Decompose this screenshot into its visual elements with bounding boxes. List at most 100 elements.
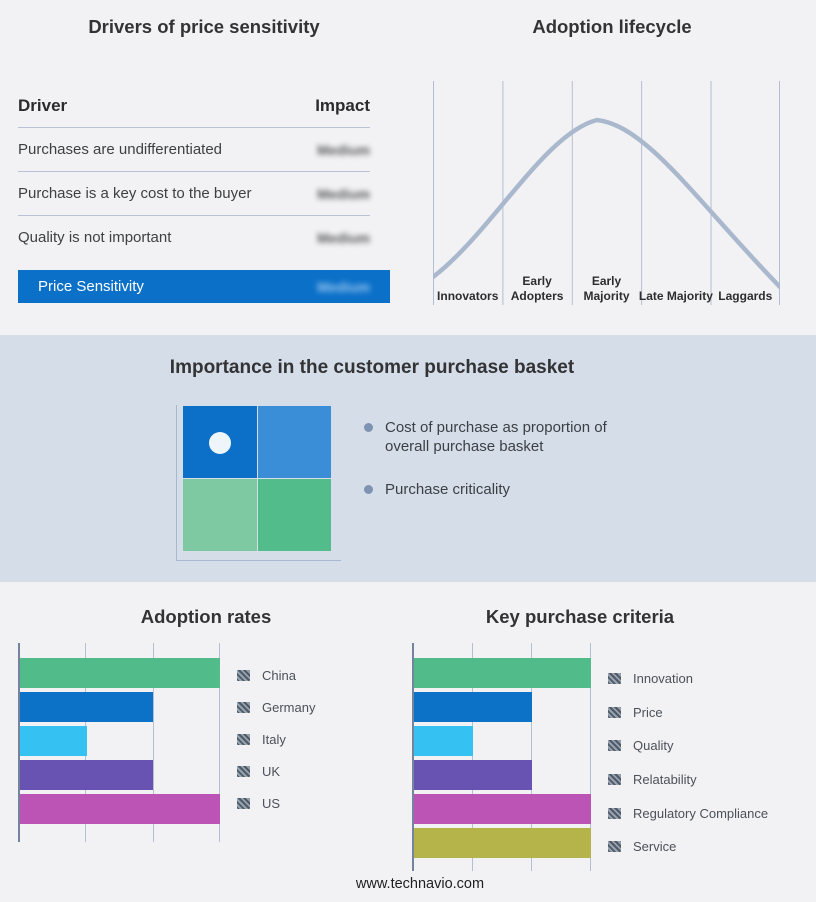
legend-item: Regulatory Compliance xyxy=(608,796,768,830)
quadrant-y-axis xyxy=(176,405,177,561)
legend-label: Innovation xyxy=(633,671,693,687)
legend-label: Regulatory Compliance xyxy=(633,805,769,821)
key-purchase-criteria-plot-area xyxy=(412,643,591,871)
legend: Innovation Price Quality Relatability Regula… xyxy=(608,662,768,864)
adoption-rates-title: Adoption rates xyxy=(140,606,272,627)
impact-value-blurred: Medium xyxy=(317,278,370,295)
bullet-icon xyxy=(364,485,373,494)
table-row: Purchases are undifferentiated Medium xyxy=(18,128,370,172)
legend-label: Germany xyxy=(262,699,316,715)
legend: China Germany Italy UK US xyxy=(237,659,315,819)
legend-item: UK xyxy=(237,755,315,787)
drivers-panel: Drivers of price sensitivity Driver Impa… xyxy=(0,0,408,335)
website-url: www.technavio.com xyxy=(355,876,485,892)
drivers-table: Driver Impact Purchases are undifferenti… xyxy=(18,85,370,259)
position-marker-icon xyxy=(209,432,231,454)
bar-germany xyxy=(20,692,154,722)
basket-title: Importance in the customer purchase bask… xyxy=(169,357,575,378)
y-axis-line xyxy=(412,643,414,871)
column-driver: Driver xyxy=(18,96,68,115)
gridline xyxy=(152,643,154,842)
legend-item: China xyxy=(237,659,315,691)
purchase-basket-section: Importance in the customer purchase bask… xyxy=(0,335,816,582)
impact-value-blurred: Medium xyxy=(317,141,370,158)
legend-swatch-icon xyxy=(608,740,621,752)
legend-item: Italy xyxy=(237,723,315,755)
lifecycle-bell-curve-chart xyxy=(433,81,780,305)
quadrant-cell-bottom-left xyxy=(183,479,257,551)
gridline xyxy=(219,643,220,842)
bullet-icon xyxy=(364,423,373,432)
y-axis-line xyxy=(18,643,20,842)
legend-swatch-icon xyxy=(237,669,250,681)
quadrant-x-axis xyxy=(176,560,341,561)
legend-label: US xyxy=(262,795,281,811)
legend-swatch-icon xyxy=(608,673,621,685)
column-impact: Impact xyxy=(315,96,370,115)
top-section: Drivers of price sensitivity Driver Impa… xyxy=(0,0,816,335)
drivers-title: Drivers of price sensitivity xyxy=(88,16,320,37)
quadrant-cell-top-right xyxy=(257,406,331,478)
table-row: Purchase is a key cost to the buyer Medi… xyxy=(18,172,370,216)
driver-label: Purchase is a key cost to the buyer xyxy=(18,185,252,202)
quadrant-cell-bottom-right xyxy=(257,479,331,551)
stage-label: Laggards xyxy=(718,289,773,303)
gridline xyxy=(471,643,473,871)
basket-bullet-list: Cost of purchase as proportion of overal… xyxy=(364,418,644,523)
bar-china xyxy=(20,658,220,688)
bar-price xyxy=(414,692,532,722)
legend-label: Relatability xyxy=(633,772,697,788)
lifecycle-title: Adoption lifecycle xyxy=(532,16,692,37)
bar-service xyxy=(414,828,591,858)
table-row: Quality is not important Medium xyxy=(18,216,370,259)
legend-label: Quality xyxy=(633,738,674,754)
legend-item: Relatability xyxy=(608,763,768,797)
legend-label: Service xyxy=(633,839,677,855)
legend-item: Quality xyxy=(608,729,768,763)
legend-swatch-icon xyxy=(237,765,250,777)
adoption-lifecycle-panel: Adoption lifecycle Innovators Early Adopt… xyxy=(408,0,816,335)
legend-swatch-icon xyxy=(237,797,250,809)
gridline xyxy=(590,643,591,871)
bar-quality xyxy=(414,726,473,756)
bar-regulatory-compliance xyxy=(414,794,591,824)
bar-innovation xyxy=(414,658,591,688)
driver-label: Purchases are undifferentiated xyxy=(18,141,223,158)
bar-italy xyxy=(20,726,87,756)
bar-us xyxy=(20,794,220,824)
stage-label: Innovators xyxy=(437,289,499,303)
legend-item: Service xyxy=(608,830,768,864)
legend-label: China xyxy=(262,667,296,683)
key-purchase-criteria-title: Key purchase criteria xyxy=(485,606,675,627)
gridline xyxy=(531,643,533,871)
bars xyxy=(414,658,591,862)
stage-label: Early Majority xyxy=(583,274,630,303)
table-header: Driver Impact xyxy=(18,85,370,128)
bullet-text: Purchase criticality xyxy=(385,481,511,498)
stage-labels: Innovators Early Adopters Early Majority La… xyxy=(433,268,780,304)
legend-label: UK xyxy=(262,763,281,779)
legend-swatch-icon xyxy=(608,774,621,786)
bar-relatability xyxy=(414,760,532,790)
legend-label: Price xyxy=(633,704,663,720)
legend-swatch-icon xyxy=(608,807,621,819)
legend-item: Germany xyxy=(237,691,315,723)
purchase-basket-quadrant xyxy=(183,406,331,551)
driver-label: Quality is not important xyxy=(18,229,172,246)
impact-value-blurred: Medium xyxy=(317,229,370,246)
legend-label: Italy xyxy=(262,731,286,747)
bullet-item: Cost of purchase as proportion of overal… xyxy=(364,418,644,456)
legend-swatch-icon xyxy=(237,733,250,745)
legend-swatch-icon xyxy=(237,701,250,713)
stage-label: Late Majority xyxy=(638,289,713,303)
bar-uk xyxy=(20,760,154,790)
bars xyxy=(20,658,220,828)
bullet-item: Purchase criticality xyxy=(364,480,644,499)
legend-swatch-icon xyxy=(608,706,621,718)
adoption-rates-plot-area xyxy=(18,643,220,842)
price-sensitivity-highlight-row: Price Sensitivity Medium xyxy=(18,270,390,303)
price-sensitivity-label: Price Sensitivity xyxy=(38,278,144,295)
legend-item: US xyxy=(237,787,315,819)
quadrant-cell-top-left xyxy=(183,406,257,478)
